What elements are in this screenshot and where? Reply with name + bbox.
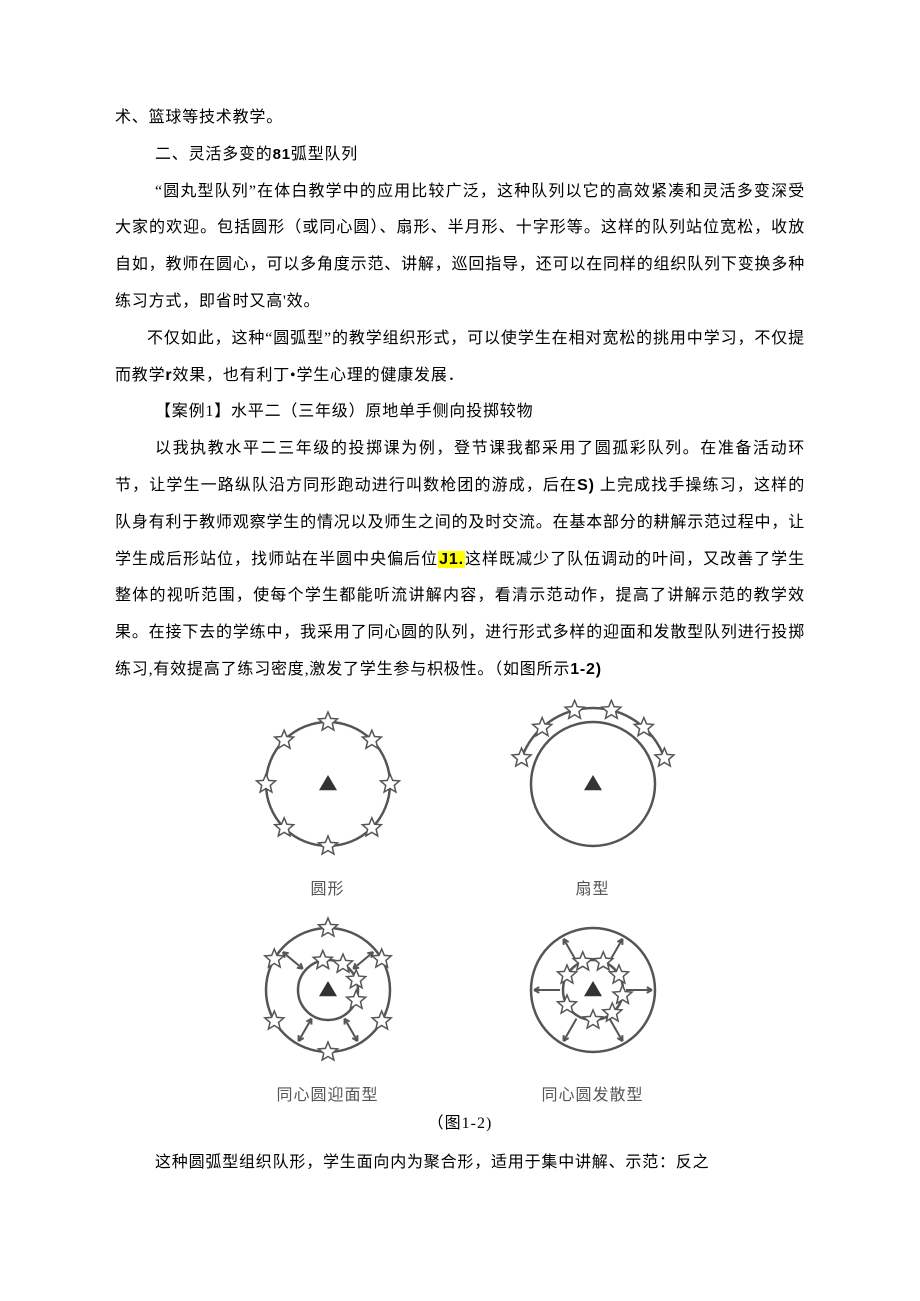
text-fragment: 效果，也有利丁•学生心理的健康发展．	[172, 367, 464, 384]
diagram-label-4: 同心圆发散型	[541, 1081, 643, 1105]
bold-s: S)	[577, 477, 595, 494]
diagram-label-1: 圆形	[310, 875, 344, 899]
diagram-concentric-inward	[233, 905, 423, 1075]
diagram-circle	[233, 699, 423, 869]
highlighted-text: J1.	[438, 551, 465, 568]
diagram-label-3: 同心圆迎面型	[276, 1081, 378, 1105]
diagram-grid: 圆形 扇型 同心圆迎面型 同心圆发散型	[210, 699, 710, 1105]
paragraph-1: 术、篮球等技术教学。	[115, 100, 805, 137]
diagram-fan	[498, 699, 688, 869]
paragraph-3: “圆丸型队列”在体白教学中的应用比较广泛，这种队列以它的高效紧凑和灵活多变深受大…	[115, 174, 805, 321]
text-fragment: 二、灵活多变的	[155, 146, 273, 163]
paragraph-7: 这种圆弧型组织队形，学生面向内为聚合形，适用于集中讲解、示范：反之	[115, 1145, 805, 1182]
bold-fig-ref: 1-2)	[570, 661, 602, 678]
document-page: 术、篮球等技术教学。 二、灵活多变的81弧型队列 “圆丸型队列”在体白教学中的应…	[0, 0, 920, 1301]
paragraph-5-case: 【案例1】水平二（三年级）原地单手侧向投掷较物	[115, 394, 805, 431]
paragraph-2: 二、灵活多变的81弧型队列	[115, 137, 805, 174]
text-fragment: 这样既减少了队伍调动的叶间，又改善了学生整体的视听范围，使每个学生都能听流讲解内…	[115, 551, 805, 678]
figure-caption: （图1-2)	[115, 1109, 805, 1133]
paragraph-6: 以我执教水平二三年级的投掷课为例，登节课我都采用了圆孤彩队列。在准备活动环节，让…	[115, 431, 805, 689]
paragraph-4: 不仅如此，这种“圆弧型”的教学组织形式，可以使学生在相对宽松的挑用中学习，不仅提…	[115, 321, 805, 395]
diagram-concentric-outward	[498, 905, 688, 1075]
diagram-label-2: 扇型	[575, 875, 609, 899]
bold-number: 81	[273, 146, 291, 163]
text-fragment: 弧型队列	[291, 146, 358, 163]
